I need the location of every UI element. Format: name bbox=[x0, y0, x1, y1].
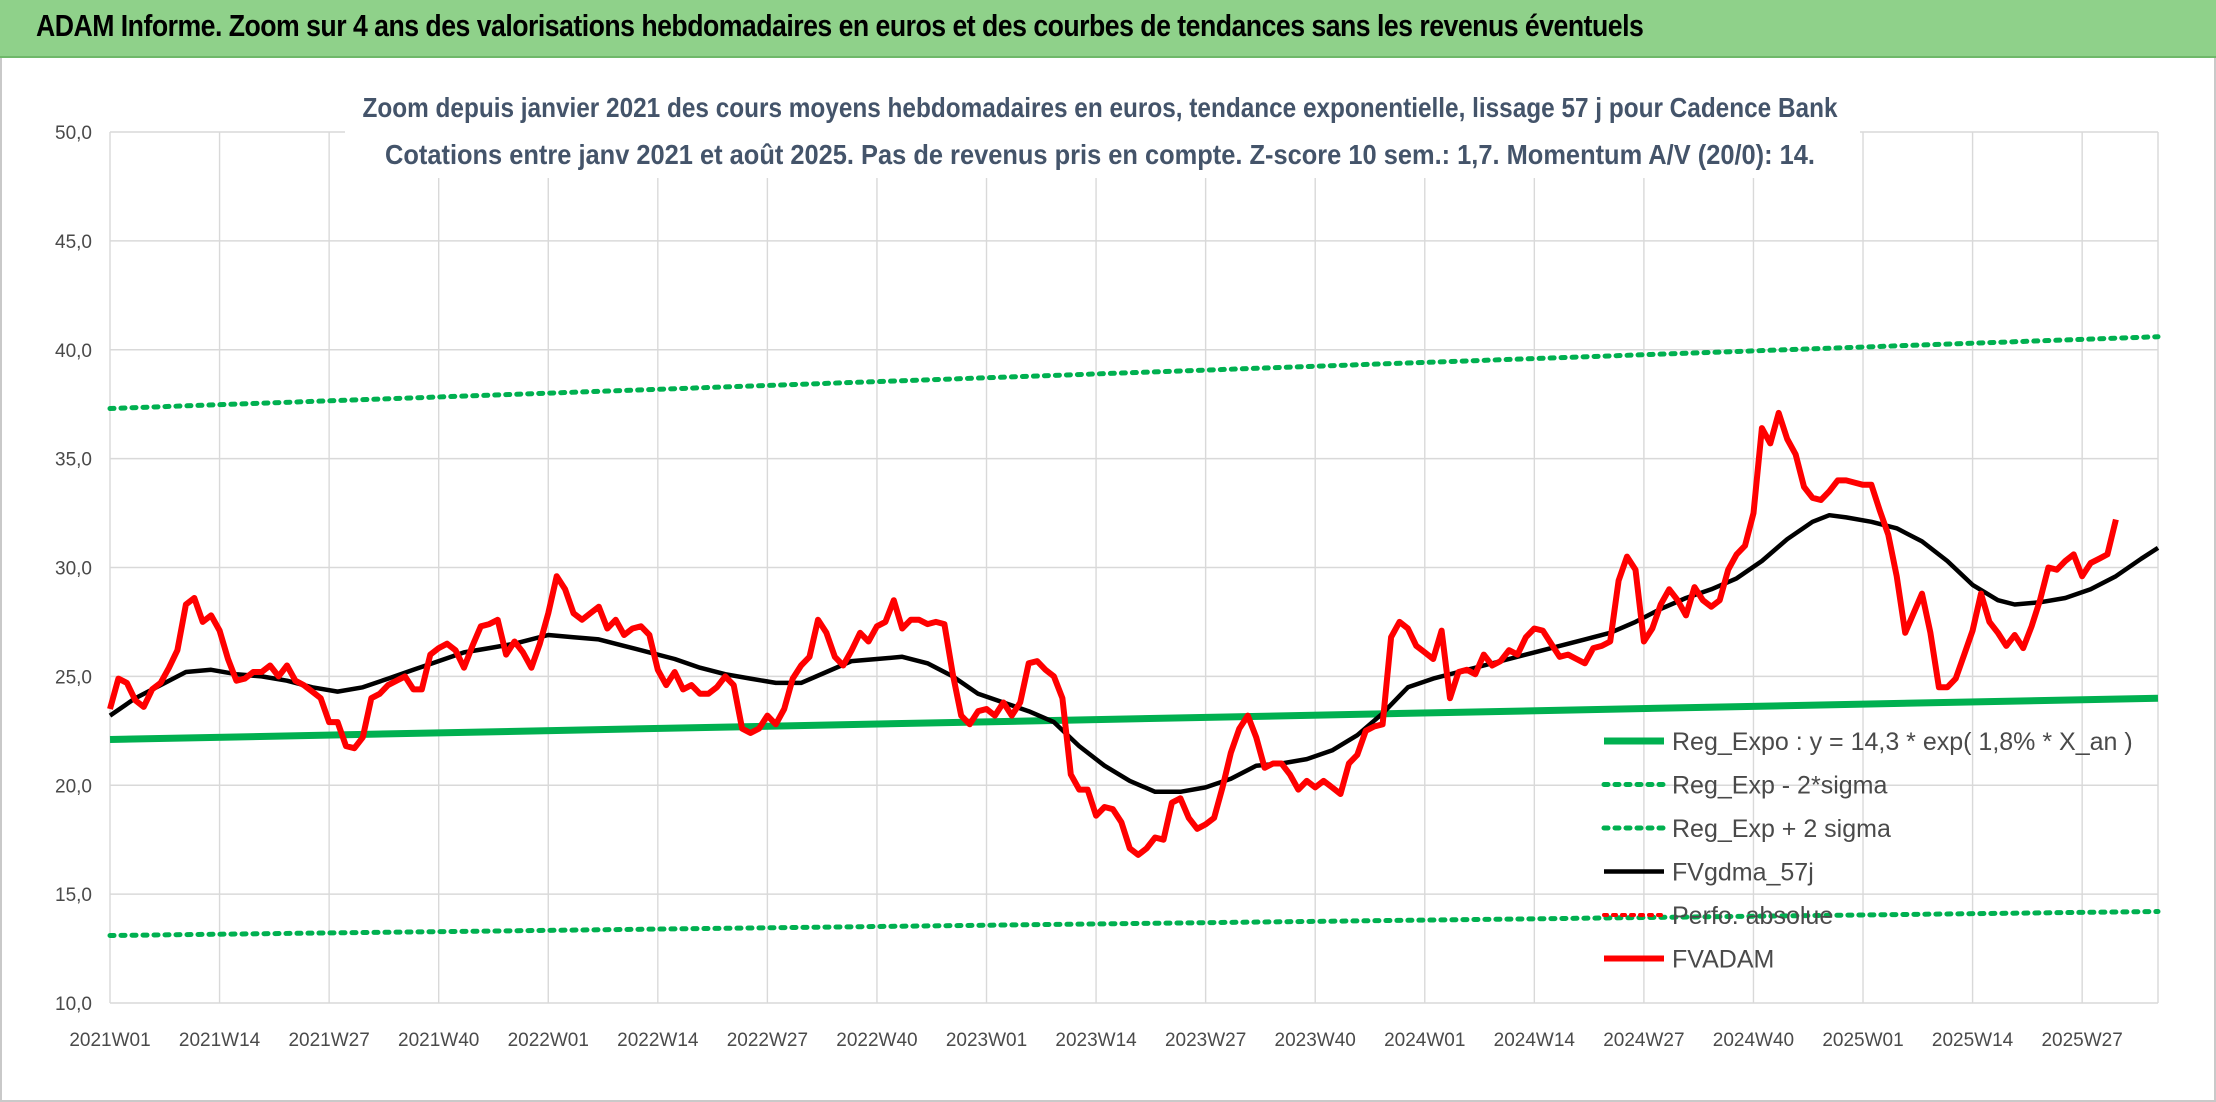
chart-subtitle-line: Cotations entre janv 2021 et août 2025. … bbox=[385, 139, 1815, 170]
x-tick-label: 2025W27 bbox=[2041, 1030, 2122, 1051]
report-title: ADAM Informe. Zoom sur 4 ans des valoris… bbox=[36, 8, 1644, 43]
x-tick-label: 2024W01 bbox=[1384, 1030, 1465, 1051]
chart-subtitle-line: Zoom depuis janvier 2021 des cours moyen… bbox=[363, 92, 1838, 123]
x-tick-label: 2025W14 bbox=[1932, 1030, 2014, 1051]
legend-label: Perfo. absolue bbox=[1672, 902, 1833, 930]
x-tick-label: 2023W40 bbox=[1275, 1030, 1356, 1051]
y-tick-label: 40,0 bbox=[55, 341, 92, 362]
y-tick-label: 15,0 bbox=[55, 885, 92, 906]
x-tick-label: 2021W01 bbox=[69, 1030, 150, 1051]
x-axis: 2021W01 2021W14 2021W27 2021W40 2022W01 2022W… bbox=[69, 1030, 2122, 1051]
series-line-fvadam bbox=[107, 409, 2119, 858]
x-tick-label: 2022W40 bbox=[836, 1030, 917, 1051]
y-tick-label: 20,0 bbox=[55, 776, 92, 797]
x-tick-label: 2021W40 bbox=[398, 1030, 479, 1051]
x-tick-label: 2023W14 bbox=[1055, 1030, 1137, 1051]
y-axis: 10,0 15,0 20,0 25,0 30,0 35,0 40,0 45,0 50,0 bbox=[55, 123, 92, 1015]
y-tick-label: 10,0 bbox=[55, 994, 92, 1015]
chart-series bbox=[107, 334, 2161, 938]
x-tick-label: 2021W14 bbox=[179, 1030, 261, 1051]
y-tick-label: 35,0 bbox=[55, 450, 92, 471]
x-tick-label: 2023W27 bbox=[1165, 1030, 1246, 1051]
y-tick-label: 25,0 bbox=[55, 667, 92, 688]
legend-label: FVADAM bbox=[1672, 946, 1774, 974]
legend-label: Reg_Exp - 2*sigma bbox=[1672, 772, 1887, 800]
legend-label: Reg_Expo : y = 14,3 * exp( 1,8% * X_an ) bbox=[1672, 728, 2133, 756]
x-tick-label: 2024W27 bbox=[1603, 1030, 1684, 1051]
chart-title-background bbox=[345, 82, 1860, 178]
series-line-reg-exp-2-sigma bbox=[107, 334, 2161, 411]
x-tick-label: 2021W27 bbox=[288, 1030, 369, 1051]
x-tick-label: 2022W27 bbox=[727, 1030, 808, 1051]
x-tick-label: 2023W01 bbox=[946, 1030, 1027, 1051]
x-tick-label: 2024W40 bbox=[1713, 1030, 1794, 1051]
y-tick-label: 50,0 bbox=[55, 123, 92, 144]
x-tick-label: 2022W01 bbox=[508, 1030, 589, 1051]
series-line-reg-expo-y-14-3-exp-1-8-x-an bbox=[109, 694, 2159, 743]
legend-label: Reg_Exp + 2 sigma bbox=[1672, 815, 1891, 843]
chart-title: Zoom depuis janvier 2021 des cours moyen… bbox=[345, 82, 1860, 178]
x-tick-label: 2025W01 bbox=[1822, 1030, 1903, 1051]
series-line-reg-exp-2-sigma bbox=[107, 909, 2161, 938]
y-tick-label: 45,0 bbox=[55, 232, 92, 253]
chart-gridlines bbox=[109, 131, 2159, 1004]
legend-label: FVgdma_57j bbox=[1672, 859, 1814, 887]
x-tick-label: 2022W14 bbox=[617, 1030, 699, 1051]
report-header: ADAM Informe. Zoom sur 4 ans des valoris… bbox=[0, 0, 2216, 58]
x-tick-label: 2024W14 bbox=[1494, 1030, 1576, 1051]
chart-legend: Reg_Expo : y = 14,3 * exp( 1,8% * X_an )… bbox=[1601, 728, 2133, 974]
y-tick-label: 30,0 bbox=[55, 559, 92, 580]
